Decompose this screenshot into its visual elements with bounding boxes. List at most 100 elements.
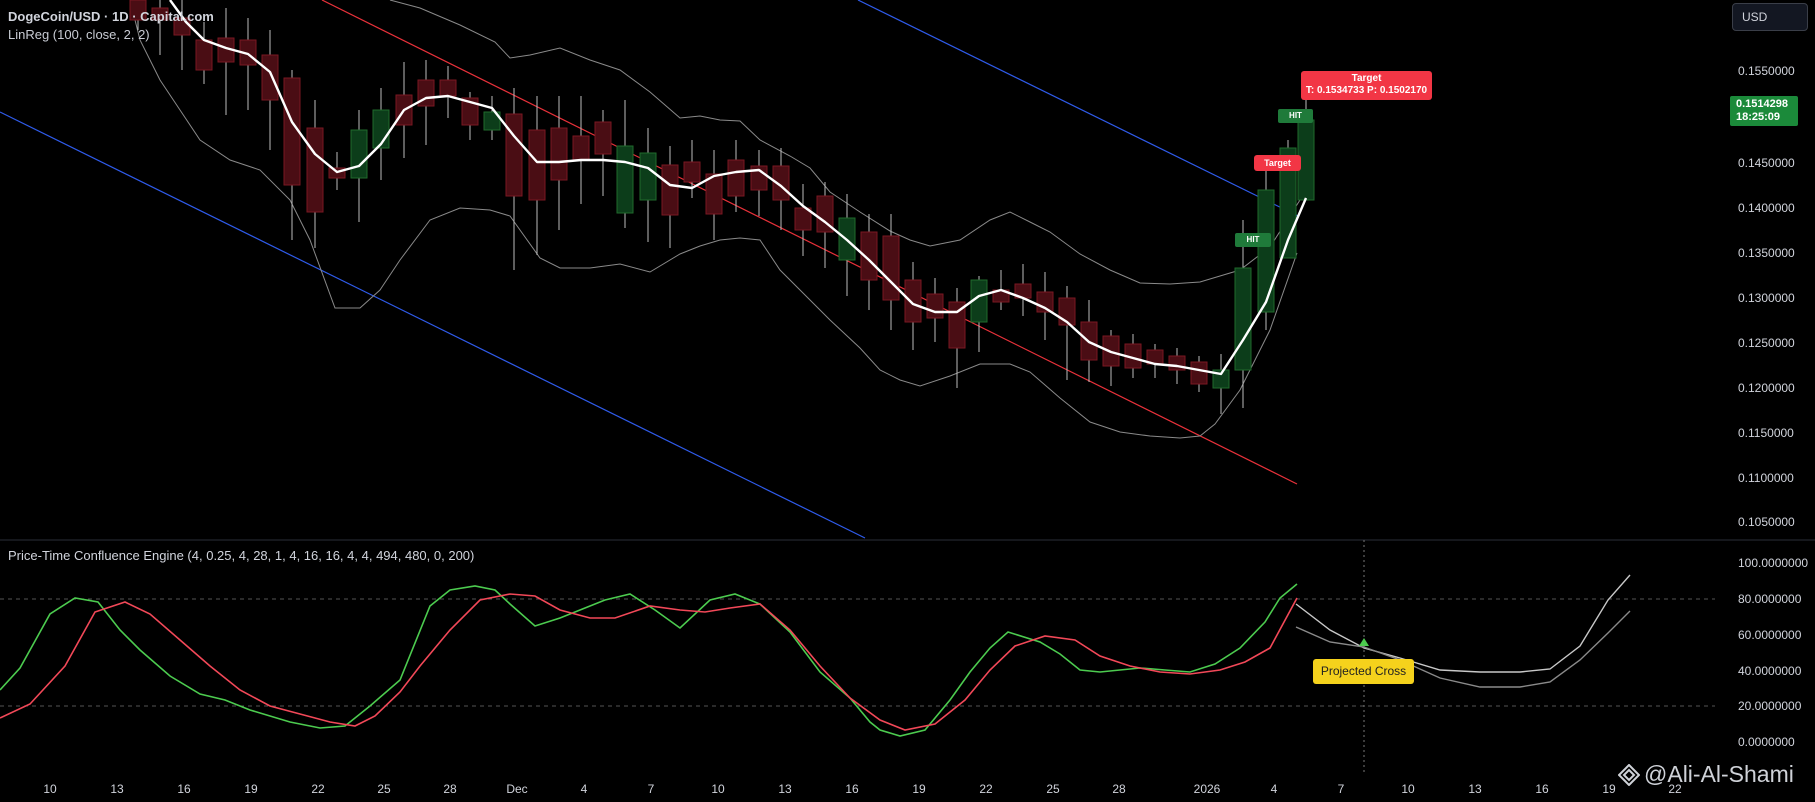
target-label-main: Target T: 0.1534733 P: 0.1502170 bbox=[1301, 71, 1432, 100]
candle-body bbox=[683, 161, 701, 183]
candle-body bbox=[904, 279, 922, 323]
blue-channel-upper bbox=[857, 0, 1299, 217]
target-title: Target bbox=[1351, 73, 1382, 84]
linreg-line bbox=[169, 0, 1308, 376]
osc-projection-1 bbox=[1295, 574, 1631, 673]
price-tick-label: 0.1300000 bbox=[1738, 291, 1795, 305]
candle-body bbox=[505, 113, 523, 197]
candle-body bbox=[1257, 189, 1275, 313]
lower-band bbox=[129, 0, 1298, 439]
current-price-badge: 0.1514298 18:25:09 bbox=[1730, 96, 1798, 126]
price-tick-label: 0.1350000 bbox=[1738, 246, 1795, 260]
candle-body bbox=[1212, 369, 1230, 389]
time-tick-label: 7 bbox=[648, 782, 655, 796]
candle-body bbox=[594, 121, 612, 155]
hit-label-mid: HIT bbox=[1235, 233, 1271, 247]
time-tick-label: 22 bbox=[1668, 782, 1682, 796]
candle-body bbox=[727, 159, 745, 197]
price-tick-label: 0.1400000 bbox=[1738, 201, 1795, 215]
time-tick-label: 28 bbox=[443, 782, 457, 796]
upper-band bbox=[389, 0, 1301, 285]
time-tick-label: 28 bbox=[1112, 782, 1126, 796]
candle-body bbox=[461, 97, 479, 126]
candle-body bbox=[926, 293, 944, 319]
osc-tick-label: 100.0000000 bbox=[1738, 556, 1808, 570]
time-tick-label: 19 bbox=[244, 782, 258, 796]
price-tick-label: 0.1100000 bbox=[1738, 471, 1794, 485]
candle-body bbox=[483, 111, 501, 131]
blue-channel-lower bbox=[0, 111, 866, 539]
candle-body bbox=[129, 0, 147, 21]
candle-body bbox=[816, 195, 834, 233]
candle-body bbox=[261, 54, 279, 101]
candle-body bbox=[350, 129, 368, 179]
time-tick-label: 7 bbox=[1338, 782, 1345, 796]
osc-tick-label: 0.0000000 bbox=[1738, 735, 1795, 749]
candle-body bbox=[195, 39, 213, 71]
time-tick-label: 10 bbox=[43, 782, 57, 796]
time-tick-label: 22 bbox=[311, 782, 325, 796]
candle-body bbox=[151, 7, 169, 21]
candle-body bbox=[639, 152, 657, 201]
osc-slow-line bbox=[0, 593, 1298, 731]
time-tick-label: 16 bbox=[845, 782, 859, 796]
linreg-legend[interactable]: LinReg (100, close, 2, 2) bbox=[8, 27, 150, 42]
time-tick-label: 16 bbox=[1535, 782, 1549, 796]
time-tick-label: 25 bbox=[377, 782, 391, 796]
candle-body bbox=[1190, 361, 1208, 385]
time-axis[interactable]: 10 13 16 19 22 25 28 Dec 4 7 10 13 16 19 22 25 28 2026 4 7 1… bbox=[43, 782, 1682, 796]
time-tick-label: 16 bbox=[177, 782, 191, 796]
oscillator-axis[interactable]: 100.0000000 80.0000000 60.0000000 40.000000… bbox=[1738, 556, 1808, 749]
time-tick-label: 13 bbox=[110, 782, 124, 796]
time-tick-label: 4 bbox=[1271, 782, 1278, 796]
candle-body bbox=[306, 127, 324, 213]
time-tick-label: 13 bbox=[778, 782, 792, 796]
osc-tick-label: 80.0000000 bbox=[1738, 592, 1802, 606]
price-tick-label: 0.1200000 bbox=[1738, 381, 1795, 395]
candle-body bbox=[528, 129, 546, 201]
price-tick-label: 0.1250000 bbox=[1738, 336, 1795, 350]
price-tick-label: 0.1150000 bbox=[1738, 426, 1794, 440]
hit-label-top: HIT bbox=[1278, 109, 1313, 123]
candles-group bbox=[129, 0, 1315, 414]
currency-button[interactable]: USD bbox=[1732, 3, 1808, 31]
watermark: @Ali-Al-Shami bbox=[1618, 761, 1794, 788]
projected-cross-label: Projected Cross bbox=[1313, 659, 1414, 684]
candle-body bbox=[439, 79, 457, 97]
time-tick-label: 13 bbox=[1468, 782, 1482, 796]
time-tick-label: 19 bbox=[1602, 782, 1616, 796]
candle-body bbox=[661, 164, 679, 216]
time-tick-label: 22 bbox=[979, 782, 993, 796]
candle-body bbox=[705, 173, 723, 215]
price-axis[interactable]: 0.1550000 0.1450000 0.1400000 0.1350000 0.13… bbox=[1738, 64, 1795, 529]
candle-body bbox=[860, 231, 878, 281]
osc-tick-label: 40.0000000 bbox=[1738, 664, 1802, 678]
price-tick-label: 0.1550000 bbox=[1738, 64, 1795, 78]
candle-body bbox=[616, 145, 634, 214]
diamond-logo-icon bbox=[1618, 763, 1640, 786]
time-tick-label: 2026 bbox=[1194, 782, 1221, 796]
time-tick-label: 4 bbox=[581, 782, 588, 796]
target-values: T: 0.1534733 P: 0.1502170 bbox=[1305, 85, 1428, 96]
price-tick-label: 0.1050000 bbox=[1738, 515, 1795, 529]
osc-tick-label: 20.0000000 bbox=[1738, 699, 1802, 713]
osc-fast-line bbox=[0, 583, 1298, 737]
red-trendline bbox=[321, 0, 1298, 485]
osc-projection-2 bbox=[1295, 610, 1631, 688]
candle-body bbox=[772, 165, 790, 201]
time-tick-label: 25 bbox=[1046, 782, 1060, 796]
osc-tick-label: 60.0000000 bbox=[1738, 628, 1802, 642]
oscillator-legend[interactable]: Price-Time Confluence Engine (4, 0.25, 4… bbox=[8, 548, 475, 563]
symbol-title[interactable]: DogeCoin/USD · 1D · Capital.com bbox=[8, 9, 214, 24]
candle-body bbox=[882, 235, 900, 301]
price-tick-label: 0.1450000 bbox=[1738, 156, 1795, 170]
candle-body bbox=[948, 301, 966, 349]
watermark-text: @Ali-Al-Shami bbox=[1644, 761, 1794, 787]
current-price: 0.1514298 bbox=[1736, 98, 1788, 110]
target-label-small: Target bbox=[1254, 155, 1301, 171]
projected-cross-marker bbox=[1359, 638, 1369, 646]
candle-body bbox=[572, 135, 590, 161]
time-tick-label: 10 bbox=[711, 782, 725, 796]
candle-body bbox=[550, 127, 568, 181]
